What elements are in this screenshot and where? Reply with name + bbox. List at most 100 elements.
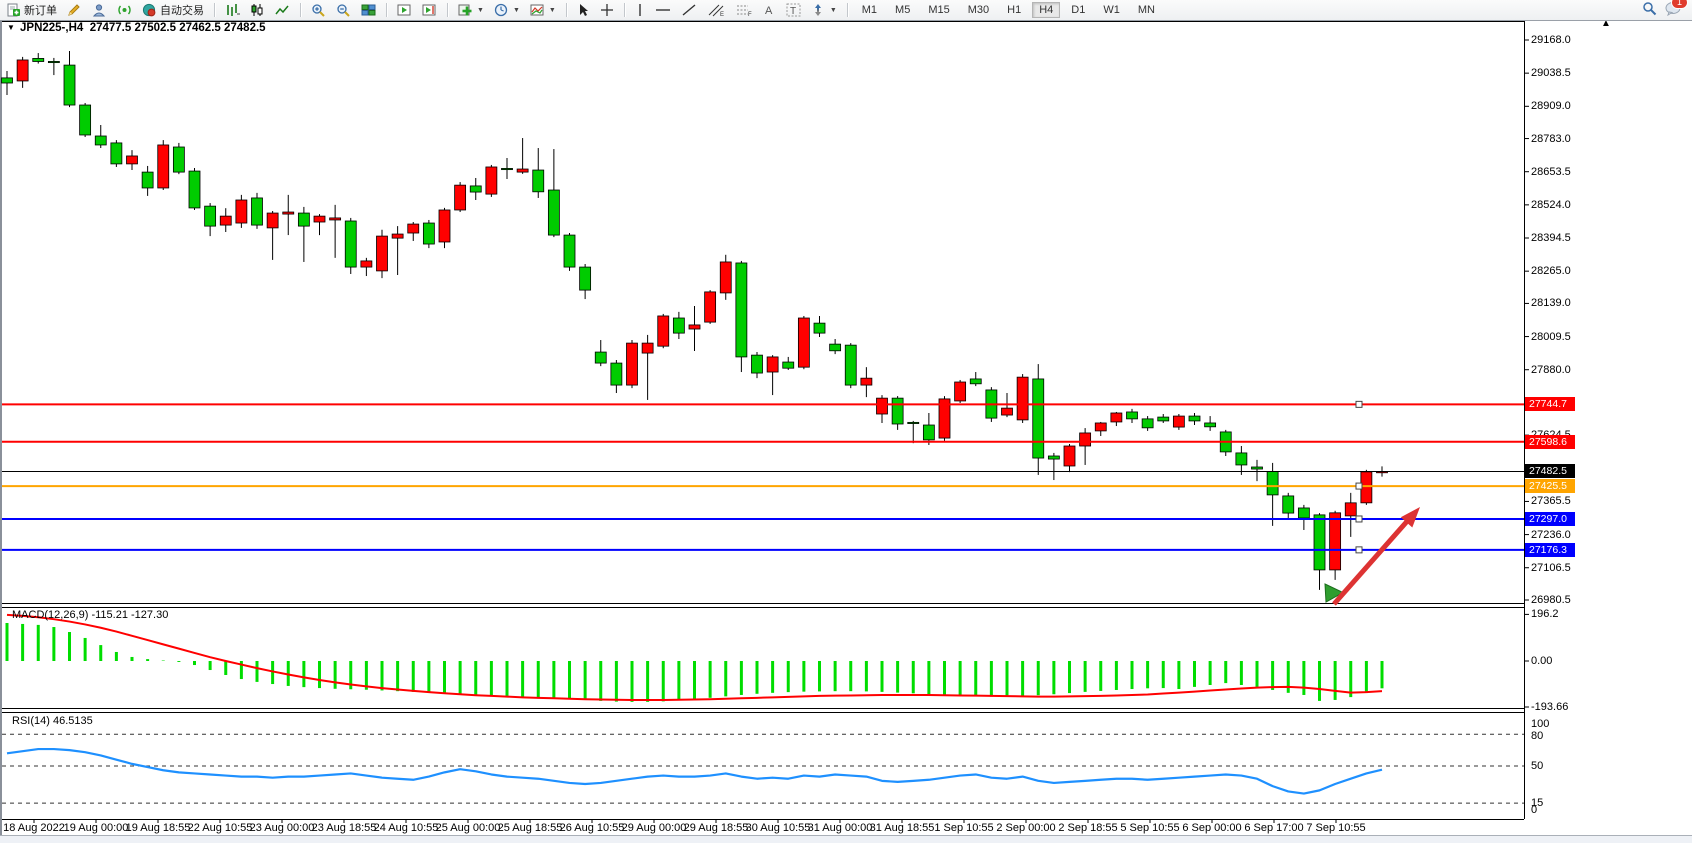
date-label[interactable]: 25 Aug 18:55 — [497, 822, 563, 834]
date-label[interactable]: 18 Aug 2022 — [3, 822, 65, 834]
new-order-button[interactable]: 新订单 — [3, 1, 60, 19]
candle-body — [1282, 495, 1295, 514]
crayon-icon — [67, 3, 82, 17]
trendline-tool[interactable] — [678, 2, 700, 18]
notifications-button[interactable]: 1 — [1665, 0, 1688, 19]
candle-body — [235, 199, 248, 224]
price-tick-label: 28009.5 — [1531, 330, 1571, 343]
auto-scroll-button[interactable] — [394, 2, 415, 18]
date-label[interactable]: 22 Aug 10:55 — [187, 822, 253, 834]
templates-button[interactable]: ▼ — [527, 2, 559, 18]
timeframe-button-M1[interactable]: M1 — [861, 4, 878, 16]
channel-tool[interactable]: E — [704, 2, 728, 18]
current-price-badge[interactable]: 27482.5 — [1525, 464, 1575, 479]
date-label[interactable]: 19 Aug 00:00 — [63, 822, 129, 834]
date-label[interactable]: 29 Aug 00:00 — [621, 822, 687, 834]
bar-chart-mode-button[interactable] — [222, 2, 243, 18]
date-label[interactable]: 7 Sep 10:55 — [1306, 822, 1366, 834]
periods-button[interactable]: ▼ — [491, 2, 523, 18]
candle-body — [704, 291, 717, 323]
zoom-in-icon — [311, 3, 326, 17]
price-tick-label: 27106.5 — [1531, 561, 1571, 574]
zoom-out-button[interactable] — [333, 2, 354, 18]
chart-window[interactable] — [0, 20, 1692, 835]
date-label[interactable]: 2 Sep 00:00 — [996, 822, 1056, 834]
candle-body — [1188, 415, 1201, 422]
profile-button[interactable] — [89, 2, 110, 18]
candle-body — [329, 217, 342, 221]
crosshair-tool-button[interactable] — [597, 2, 617, 18]
arrow-objects-icon — [811, 3, 826, 17]
date-label[interactable]: 31 Aug 00:00 — [807, 822, 873, 834]
cursor-tool-button[interactable] — [574, 2, 593, 18]
candle-body — [860, 377, 873, 386]
crosshair-style-button[interactable] — [64, 2, 85, 18]
signals-button[interactable] — [114, 2, 135, 18]
price-level-badge[interactable]: 27297.0 — [1525, 511, 1575, 526]
date-label[interactable]: 6 Sep 17:00 — [1244, 822, 1304, 834]
line-chart-mode-button[interactable] — [272, 2, 293, 18]
date-label[interactable]: 23 Aug 18:55 — [311, 822, 377, 834]
date-label[interactable]: 2 Sep 18:55 — [1058, 822, 1118, 834]
date-label[interactable]: 23 Aug 00:00 — [249, 822, 315, 834]
autotrading-button[interactable]: 自动交易 — [139, 1, 207, 19]
candlestick-mode-button[interactable] — [247, 2, 268, 18]
date-label[interactable]: 30 Aug 10:55 — [745, 822, 811, 834]
candle-body — [188, 170, 201, 209]
trend-arrow-head-icon — [1400, 507, 1420, 528]
timeframe-button-H4[interactable]: H4 — [1032, 2, 1061, 18]
rsi-tick-label: 0 — [1531, 804, 1538, 816]
trendline-icon — [681, 3, 697, 17]
candle-body — [797, 317, 810, 368]
vertical-line-tool[interactable] — [632, 2, 648, 18]
rsi-tick-label: 100 — [1531, 718, 1550, 730]
date-label[interactable]: 26 Aug 10:55 — [559, 822, 625, 834]
price-tick-label: 27365.5 — [1531, 495, 1571, 508]
date-label[interactable]: 24 Aug 10:55 — [373, 822, 439, 834]
timeframe-button-D1[interactable]: D1 — [1071, 4, 1086, 16]
date-label[interactable]: 6 Sep 00:00 — [1182, 822, 1242, 834]
chart-shift-icon — [422, 3, 437, 17]
zoom-in-button[interactable] — [308, 2, 329, 18]
timeframe-button-M15[interactable]: M15 — [928, 4, 950, 16]
one-click-trading-caret[interactable]: ▼ — [7, 23, 15, 32]
candle-body — [469, 185, 482, 193]
horizontal-level-lines[interactable] — [2, 400, 1524, 554]
panel-borders — [2, 21, 1525, 820]
scroll-to-end-marker-icon[interactable]: ▲ — [1601, 18, 1611, 29]
timeframe-button-M30[interactable]: M30 — [967, 4, 990, 16]
text-tool[interactable]: A — [760, 2, 779, 18]
candle-body — [313, 215, 326, 223]
chevron-down-icon: ▼ — [477, 6, 484, 14]
price-level-badge[interactable]: 27744.7 — [1525, 397, 1575, 412]
indicators-button[interactable]: ▼ — [455, 2, 487, 18]
search-icon[interactable] — [1642, 1, 1657, 19]
candle-body — [1329, 512, 1342, 571]
chart-shift-button[interactable] — [419, 2, 440, 18]
tile-windows-button[interactable] — [358, 2, 379, 18]
candle-body — [110, 142, 123, 165]
horizontal-line-tool[interactable] — [652, 2, 674, 18]
date-label[interactable]: 1 Sep 10:55 — [934, 822, 994, 834]
arrows-tool[interactable]: ▼ — [808, 2, 840, 18]
fibonacci-tool[interactable]: F — [732, 2, 756, 18]
date-label[interactable]: 31 Aug 18:55 — [869, 822, 935, 834]
price-level-badge[interactable]: 27176.3 — [1525, 542, 1575, 557]
date-label[interactable]: 19 Aug 18:55 — [125, 822, 191, 834]
date-label[interactable]: 5 Sep 10:55 — [1120, 822, 1180, 834]
rsi-tick-label: 15 — [1531, 797, 1544, 809]
timeframe-button-M5[interactable]: M5 — [895, 4, 911, 16]
price-level-badge[interactable]: 27425.5 — [1525, 479, 1575, 494]
timeframe-button-W1[interactable]: W1 — [1103, 4, 1120, 16]
macd-tick-label: 0.00 — [1531, 655, 1553, 667]
price-level-badge[interactable]: 27598.6 — [1525, 434, 1575, 449]
date-label[interactable]: 29 Aug 18:55 — [683, 822, 749, 834]
text-label-tool[interactable]: T — [783, 2, 804, 18]
candle-body — [969, 378, 982, 385]
date-label[interactable]: 25 Aug 00:00 — [435, 822, 501, 834]
timeframe-button-MN[interactable]: MN — [1137, 4, 1155, 16]
timeframe-button-H1[interactable]: H1 — [1007, 4, 1022, 16]
svg-text:T: T — [790, 6, 796, 17]
